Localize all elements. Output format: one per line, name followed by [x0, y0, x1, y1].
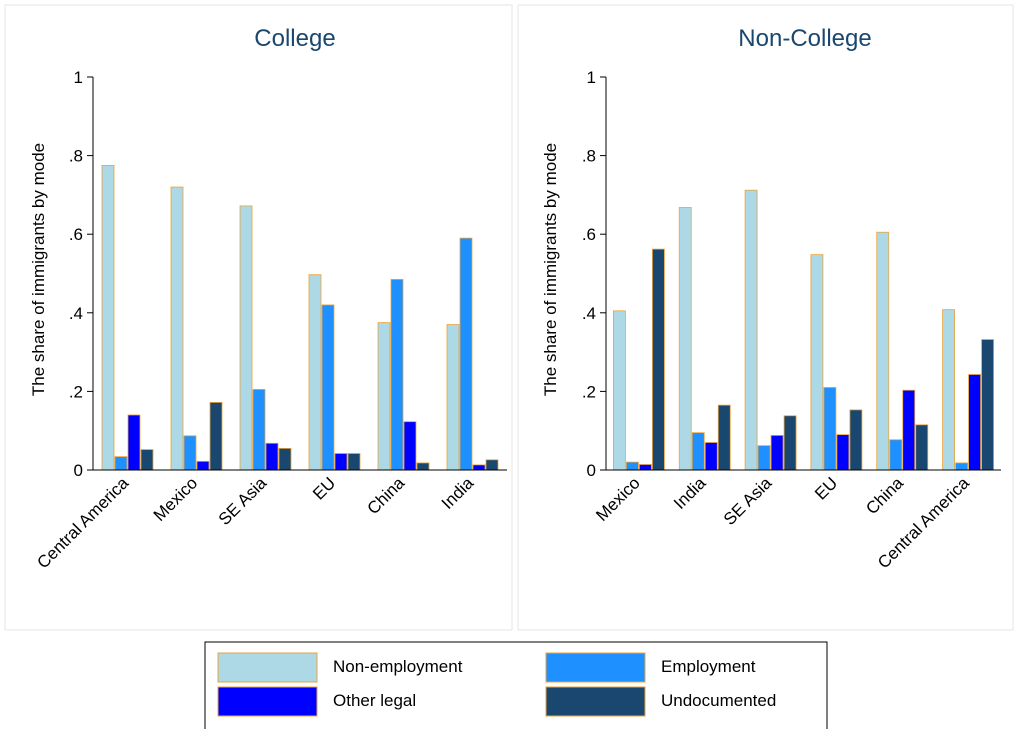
bar-non-employment-china	[876, 231, 890, 471]
y-tick-label: .6	[582, 225, 596, 244]
y-tick-label: .4	[69, 304, 83, 323]
panel-frame	[517, 4, 1014, 631]
bar-undocumented-india	[485, 459, 499, 471]
bar-other-legal-china	[902, 389, 916, 471]
bar-undocumented-mexico	[652, 248, 665, 471]
bar-non-employment-se-asia	[744, 189, 758, 471]
bar-other-legal-se-asia	[265, 442, 279, 471]
legend: Non-employment Employment Other legal Undoc…	[204, 641, 828, 731]
bar-employment-eu	[823, 387, 837, 471]
legend-swatch-undocumented	[545, 686, 646, 717]
bar-non-employment-mexico	[613, 310, 626, 471]
bar-non-employment-eu	[308, 274, 322, 471]
bar-undocumented-china	[915, 424, 929, 471]
panel-frame	[4, 4, 513, 631]
legend-swatch-other-legal	[217, 686, 318, 717]
y-tick-label: .6	[69, 225, 83, 244]
bar-employment-china	[889, 439, 903, 471]
legend-swatch-employment	[545, 652, 646, 683]
bar-other-legal-china	[403, 421, 417, 471]
bar-employment-central-america	[955, 462, 968, 471]
bar-employment-india	[691, 432, 705, 471]
bar-non-employment-central-america	[942, 309, 955, 471]
bar-undocumented-eu	[849, 409, 863, 471]
y-axis-label: The share of immigrants by mode	[541, 143, 560, 396]
y-tick-label: .8	[582, 147, 596, 166]
bar-undocumented-india	[717, 404, 731, 471]
bar-undocumented-eu	[347, 453, 361, 471]
bar-employment-central-america	[114, 456, 128, 471]
bar-other-legal-central-america	[968, 374, 981, 471]
chart-title: Non-College	[738, 25, 871, 52]
legend-swatch-non-employment	[217, 652, 318, 683]
bar-other-legal-india	[704, 442, 718, 471]
bar-undocumented-central-america	[140, 449, 154, 471]
y-tick-label: .2	[582, 382, 596, 401]
bar-employment-mexico	[626, 461, 639, 471]
bar-other-legal-eu	[836, 434, 850, 471]
bar-employment-se-asia	[252, 389, 266, 471]
y-tick-label: .2	[69, 382, 83, 401]
legend-label-non-employment: Non-employment	[333, 657, 463, 676]
bar-non-employment-india	[678, 207, 692, 471]
y-tick-label: 1	[587, 68, 596, 87]
legend-label-employment: Employment	[661, 657, 756, 676]
legend-label-undocumented: Undocumented	[661, 691, 776, 710]
bar-undocumented-china	[416, 462, 430, 471]
bar-non-employment-central-america	[101, 165, 115, 471]
y-tick-label: .8	[69, 147, 83, 166]
bar-employment-eu	[321, 304, 335, 471]
bar-employment-se-asia	[757, 445, 771, 471]
y-tick-label: 0	[587, 461, 596, 480]
bar-other-legal-mexico	[196, 460, 210, 471]
bar-non-employment-china	[377, 322, 391, 471]
bar-undocumented-se-asia	[278, 447, 292, 471]
bar-undocumented-mexico	[209, 402, 223, 471]
bar-employment-mexico	[183, 435, 197, 471]
bar-other-legal-mexico	[639, 464, 652, 471]
bar-non-employment-mexico	[170, 186, 184, 471]
y-tick-label: .4	[582, 304, 596, 323]
bar-employment-india	[459, 237, 473, 471]
y-tick-label: 1	[74, 68, 83, 87]
bar-non-employment-eu	[810, 254, 824, 471]
bar-undocumented-central-america	[981, 339, 994, 471]
bar-other-legal-se-asia	[770, 435, 784, 471]
y-tick-label: 0	[74, 461, 83, 480]
bar-employment-china	[390, 278, 404, 471]
bar-non-employment-india	[446, 324, 460, 471]
bar-other-legal-eu	[334, 453, 348, 471]
bar-undocumented-se-asia	[783, 415, 797, 471]
bar-other-legal-india	[472, 464, 486, 471]
bar-other-legal-central-america	[127, 414, 141, 471]
y-axis-label: The share of immigrants by mode	[29, 143, 48, 396]
legend-label-other-legal: Other legal	[333, 691, 416, 710]
bar-non-employment-se-asia	[239, 205, 253, 471]
chart-title: College	[254, 25, 335, 52]
